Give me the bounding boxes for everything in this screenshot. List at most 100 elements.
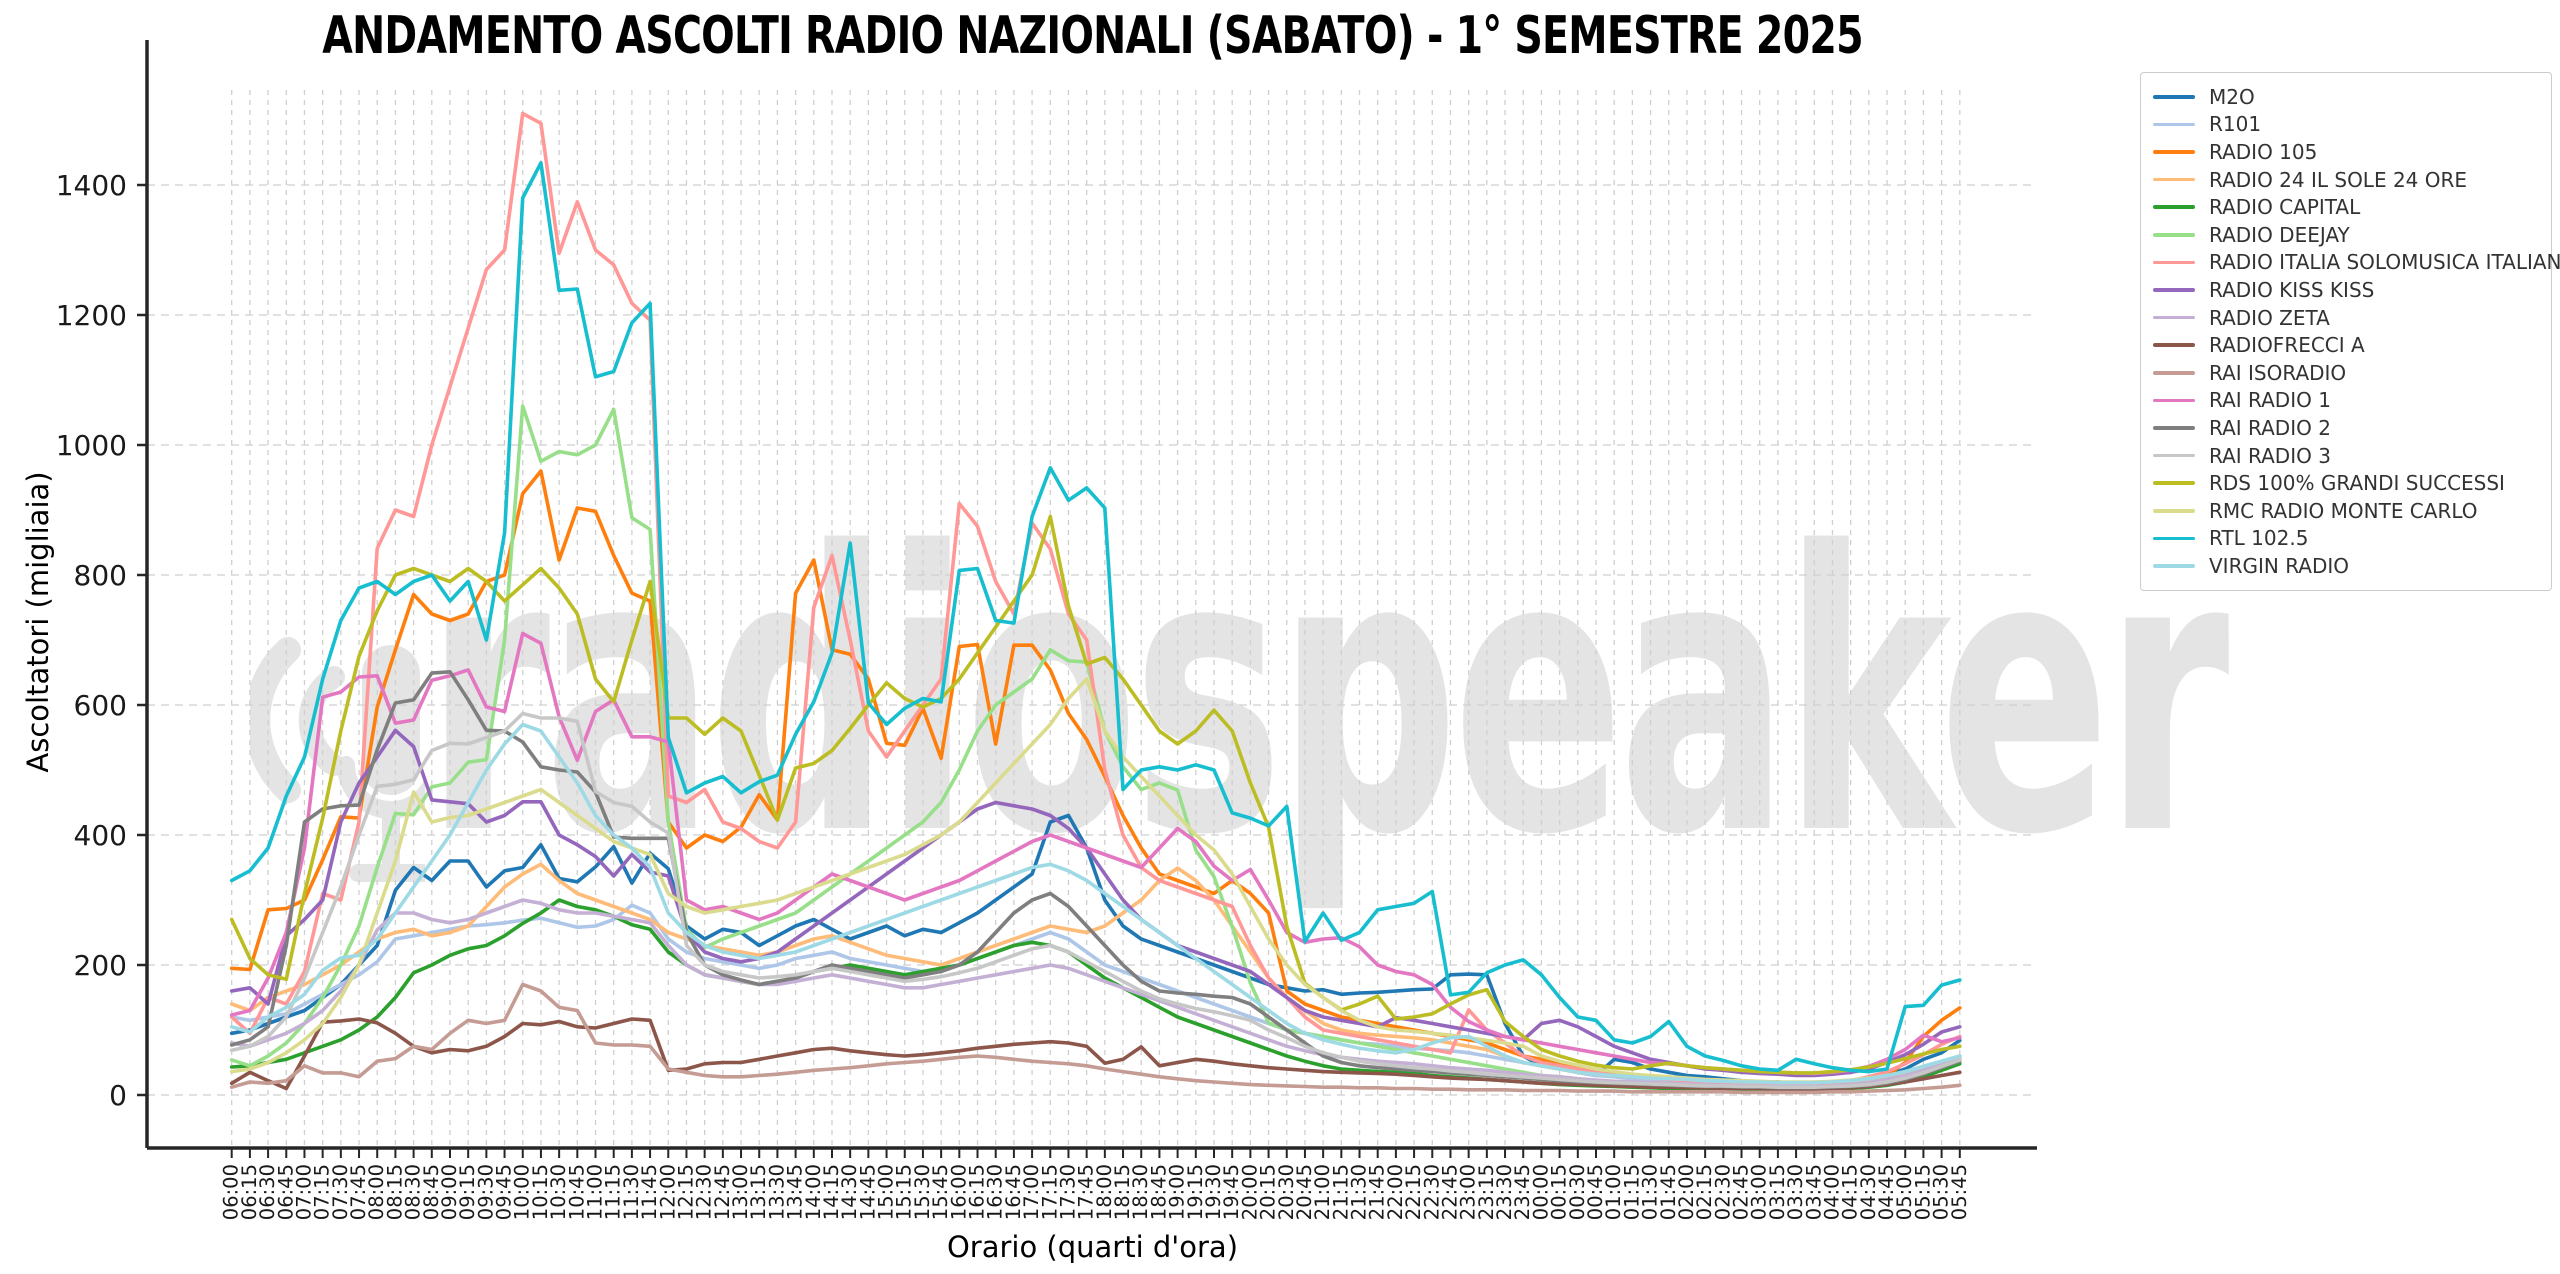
- legend-item: RMC RADIO MONTE CARLO: [2153, 497, 2539, 525]
- x-tick-label: 07:30: [329, 1164, 352, 1220]
- x-tick-label: 09:45: [493, 1164, 516, 1220]
- legend-line-swatch: [2153, 481, 2195, 485]
- legend-line-swatch: [2153, 150, 2195, 154]
- legend-label: RAI RADIO 2: [2209, 415, 2331, 440]
- x-tick-label: 13:00: [729, 1164, 752, 1220]
- x-tick-label: 04:45: [1875, 1164, 1898, 1220]
- x-tick-label: 21:30: [1348, 1164, 1371, 1220]
- x-tick-label: 11:45: [638, 1164, 661, 1220]
- series-line: [229, 813, 1962, 1086]
- legend-line-swatch: [2153, 398, 2195, 403]
- y-tick-label: 600: [74, 689, 127, 722]
- legend-label: RADIOFRECCI A: [2209, 333, 2365, 358]
- y-tick-label: 800: [74, 559, 127, 592]
- legend-item: RADIO ZETA: [2153, 304, 2539, 332]
- x-tick-label: 02:30: [1711, 1164, 1734, 1220]
- x-tick-label: 12:45: [711, 1164, 734, 1220]
- x-tick-label: 01:30: [1639, 1164, 1662, 1220]
- legend-label: RADIO CAPITAL: [2209, 195, 2361, 220]
- x-tick-label: 14:15: [820, 1164, 843, 1220]
- x-tick-label: 20:30: [1275, 1164, 1298, 1220]
- x-tick-label: 03:00: [1748, 1164, 1771, 1220]
- x-tick-label: 06:15: [238, 1164, 261, 1220]
- x-tick-label: 11:30: [620, 1164, 643, 1220]
- series-line: [229, 711, 1962, 1089]
- legend-item: RAI RADIO 3: [2153, 442, 2539, 470]
- legend-item: RAI RADIO 1: [2153, 387, 2539, 415]
- legend-item: RTL 102.5: [2153, 525, 2539, 553]
- x-tick-label: 01:45: [1657, 1164, 1680, 1220]
- x-tick-label: 11:15: [602, 1164, 625, 1220]
- y-tick-label: 400: [74, 819, 127, 852]
- x-tick-label: 22:15: [1402, 1164, 1425, 1220]
- legend-line-swatch: [2153, 177, 2195, 182]
- legend-line-swatch: [2153, 232, 2195, 237]
- x-tick-label: 20:45: [1293, 1164, 1316, 1220]
- series-line: [229, 677, 1962, 1084]
- x-tick-label: 00:00: [1529, 1164, 1552, 1220]
- legend-item: RAI ISORADIO: [2153, 359, 2539, 387]
- legend: M2O R101 RADIO 105 RADIO 24 IL SOLE 24 ORE R…: [2140, 72, 2560, 591]
- x-tick-label: 19:00: [1166, 1164, 1189, 1220]
- x-tick-label: 16:00: [947, 1164, 970, 1220]
- x-tick-label: 03:30: [1784, 1164, 1807, 1220]
- x-tick-label: 09:15: [456, 1164, 479, 1220]
- series-line: [229, 469, 1962, 1088]
- legend-line-swatch: [2153, 288, 2195, 292]
- x-tick-label: 17:15: [1038, 1164, 1061, 1220]
- x-tick-label: 21:45: [1366, 1164, 1389, 1220]
- x-tick-label: 14:45: [856, 1164, 879, 1220]
- x-tick-label: 00:45: [1584, 1164, 1607, 1220]
- x-tick-label: 18:30: [1129, 1164, 1152, 1220]
- series-line: [229, 903, 1962, 1089]
- series-line: [229, 514, 1962, 1075]
- legend-label: M2O: [2209, 84, 2255, 109]
- x-tick-label: 05:15: [1911, 1164, 1934, 1220]
- legend-label: RAI RADIO 3: [2209, 443, 2331, 468]
- x-tick-label: 09:00: [438, 1164, 461, 1220]
- legend-line-swatch: [2153, 343, 2195, 347]
- legend-label: RAI ISORADIO: [2209, 360, 2347, 385]
- x-tick-label: 16:45: [1002, 1164, 1025, 1220]
- x-tick-label: 16:30: [984, 1164, 1007, 1220]
- x-tick-label: 06:00: [220, 1164, 243, 1220]
- x-tick-label: 01:00: [1602, 1164, 1625, 1220]
- x-tick-label: 14:00: [802, 1164, 825, 1220]
- x-tick-label: 18:15: [1111, 1164, 1134, 1220]
- x-tick-label: 10:00: [511, 1164, 534, 1220]
- x-tick-label: 15:45: [929, 1164, 952, 1220]
- x-tick-label: 10:30: [547, 1164, 570, 1220]
- x-tick-label: 23:15: [1475, 1164, 1498, 1220]
- legend-line-swatch: [2153, 564, 2195, 568]
- x-tick-label: 23:30: [1493, 1164, 1516, 1220]
- x-tick-label: 17:45: [1075, 1164, 1098, 1220]
- chart-title: ANDAMENTO ASCOLTI RADIO NAZIONALI (SABAT…: [322, 6, 1863, 66]
- x-tick-label: 17:00: [1020, 1164, 1043, 1220]
- x-tick-label: 23:00: [1457, 1164, 1480, 1220]
- y-tick-label: 200: [74, 949, 127, 982]
- x-tick-label: 04:15: [1839, 1164, 1862, 1220]
- x-tick-label: 03:45: [1802, 1164, 1825, 1220]
- x-tick-label: 02:45: [1730, 1164, 1753, 1220]
- legend-item: RADIO 24 IL SOLE 24 ORE: [2153, 166, 2539, 194]
- x-tick-label: 12:00: [656, 1164, 679, 1220]
- series-line: [229, 404, 1962, 1090]
- x-tick-label: 15:00: [875, 1164, 898, 1220]
- x-axis-label: Orario (quarti d'ora): [946, 1230, 1239, 1264]
- series-line: [229, 982, 1962, 1095]
- x-tick-label: 02:15: [1693, 1164, 1716, 1220]
- x-tick-label: 08:15: [383, 1164, 406, 1220]
- y-tick-label: 1200: [56, 299, 127, 332]
- legend-line-swatch: [2153, 205, 2195, 209]
- legend-item: M2O: [2153, 83, 2539, 111]
- legend-line-swatch: [2153, 536, 2195, 541]
- legend-line-swatch: [2153, 453, 2195, 458]
- legend-label: RADIO ZETA: [2209, 305, 2330, 330]
- y-tick-label: 1400: [56, 169, 127, 202]
- x-tick-label: 09:30: [474, 1164, 497, 1220]
- legend-item: RADIO KISS KISS: [2153, 276, 2539, 304]
- x-tick-label: 07:45: [347, 1164, 370, 1220]
- x-tick-label: 22:00: [1384, 1164, 1407, 1220]
- legend-line-swatch: [2153, 370, 2195, 375]
